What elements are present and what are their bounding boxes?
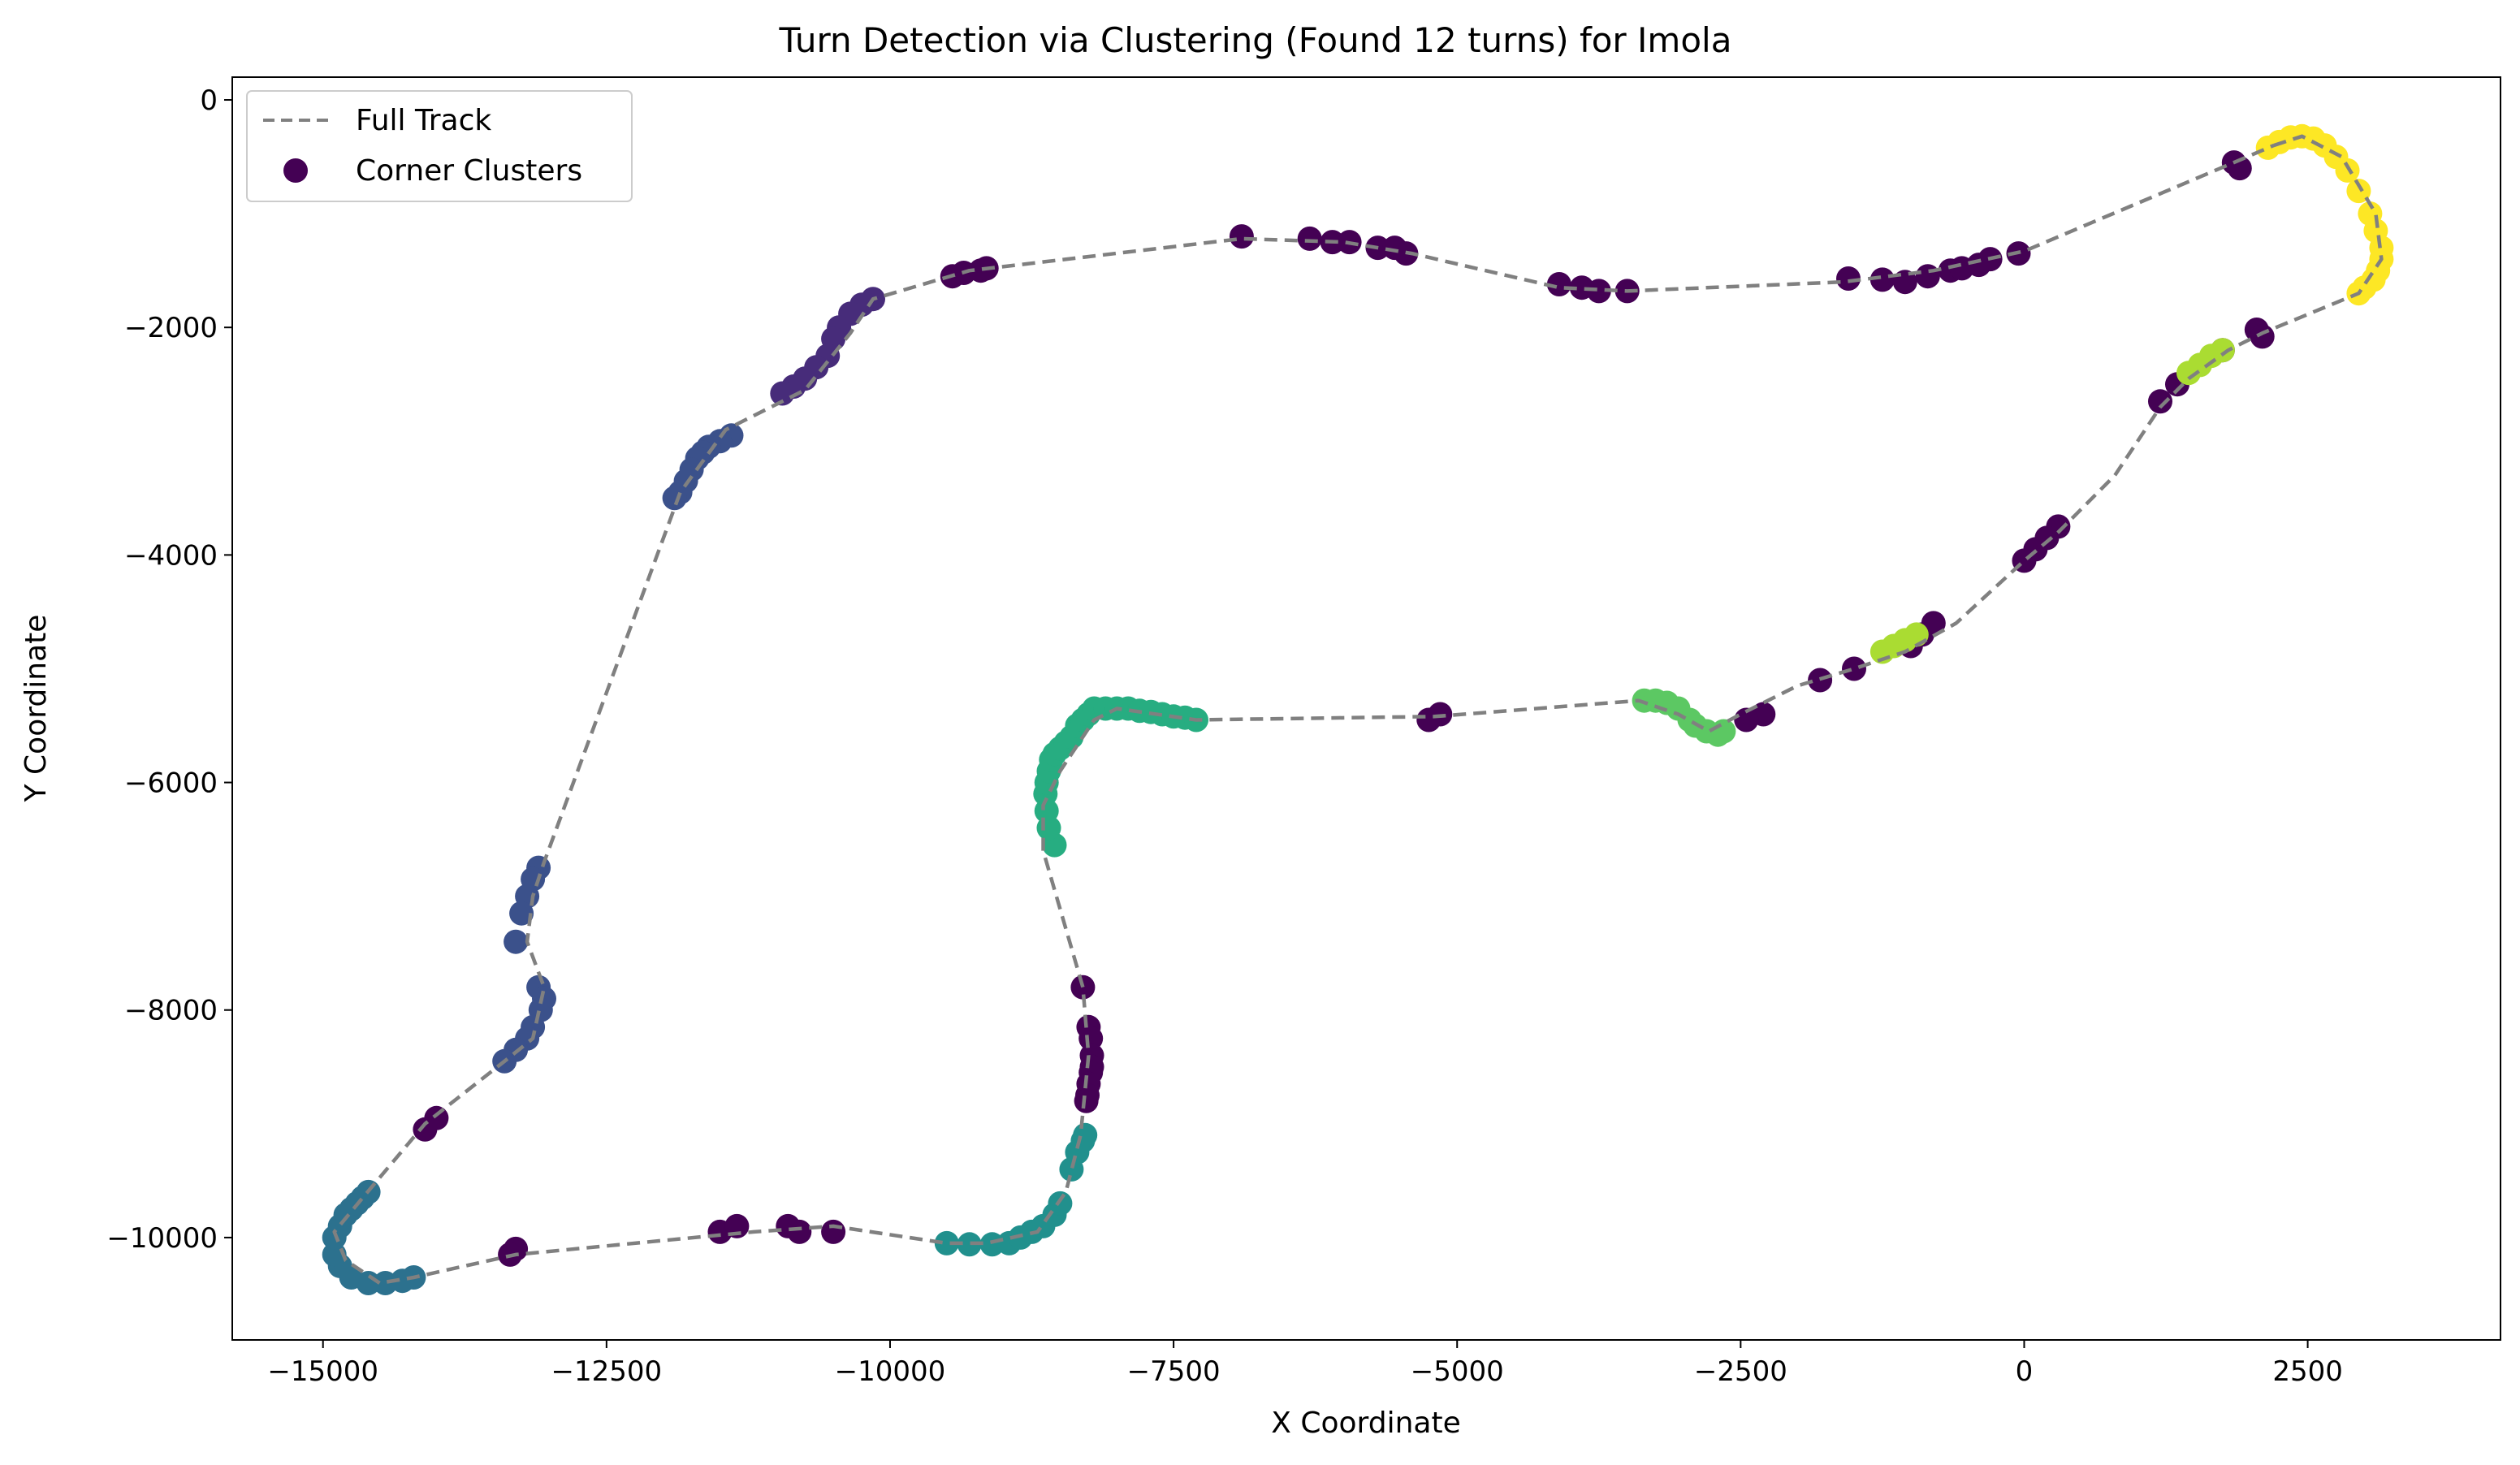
cluster-7-point xyxy=(1904,622,1929,647)
cluster-0-point xyxy=(1869,267,1895,292)
plot-frame xyxy=(231,76,2501,1341)
cluster-0-point xyxy=(787,1219,812,1244)
y-tick-label: −10000 xyxy=(106,1222,218,1255)
cluster-2-point xyxy=(504,929,529,954)
x-tick-label: −12500 xyxy=(551,1355,663,1388)
cluster-2-point xyxy=(509,901,534,926)
x-tick-label: −2500 xyxy=(1694,1355,1787,1388)
y-axis-title: Y Coordinate xyxy=(19,615,53,803)
cluster-7-series xyxy=(1869,338,2235,664)
cluster-0-point xyxy=(1229,224,1254,249)
legend-corner-clusters-swatch xyxy=(283,158,308,183)
x-tick-label: −7500 xyxy=(1127,1355,1221,1388)
cluster-0-point xyxy=(1586,279,1611,304)
x-tick-label: −5000 xyxy=(1411,1355,1504,1388)
cluster-0-point xyxy=(1734,707,1759,732)
cluster-0-point xyxy=(821,1219,846,1244)
x-tick-label: 0 xyxy=(2016,1355,2034,1388)
cluster-8-point xyxy=(2335,158,2360,183)
cluster-0-point xyxy=(1842,656,1866,681)
legend: Full Track Corner Clusters xyxy=(246,90,633,202)
cluster-4-point xyxy=(934,1230,959,1255)
plot-area xyxy=(322,123,2394,1295)
y-tick-label: −2000 xyxy=(124,312,218,344)
cluster-5-series xyxy=(1033,696,1208,858)
cluster-0-point xyxy=(1297,226,1322,251)
cluster-6-point xyxy=(1711,719,1736,744)
cluster-0-point xyxy=(2148,389,2172,414)
axes: −15000 −12500 −10000 −7500 −5000 −2500 0 2500 0 −… xyxy=(106,84,2343,1388)
y-tick-label: −6000 xyxy=(124,767,218,800)
legend-corner-clusters-label: Corner Clusters xyxy=(356,154,582,188)
legend-full-track-label: Full Track xyxy=(356,104,491,137)
cluster-3-point xyxy=(322,1242,347,1267)
y-tick-label: 0 xyxy=(200,84,218,117)
cluster-0-point xyxy=(1915,264,1940,289)
cluster-8-point xyxy=(2346,179,2371,204)
cluster-4-point xyxy=(1048,1191,1073,1216)
legend-frame xyxy=(246,90,633,202)
cluster-2-point xyxy=(662,486,687,511)
chart-title: Turn Detection via Clustering (Found 12 … xyxy=(779,20,1732,60)
y-tick-label: −4000 xyxy=(124,539,218,572)
cluster-1-point xyxy=(770,381,795,406)
cluster-0-point xyxy=(2250,324,2275,349)
cluster-0-point xyxy=(1070,975,1096,1000)
x-tick-label: 2500 xyxy=(2272,1355,2343,1388)
x-tick-label: −15000 xyxy=(267,1355,378,1388)
cluster-7-point xyxy=(2210,338,2235,363)
y-tick-label: −8000 xyxy=(124,995,218,1027)
x-tick-label: −10000 xyxy=(835,1355,946,1388)
cluster-3-point xyxy=(373,1271,398,1295)
cluster-0-point xyxy=(1074,1088,1099,1113)
full-track-line xyxy=(332,134,2384,1286)
cluster-0-point xyxy=(1836,266,1861,291)
cluster-0-point xyxy=(413,1117,438,1142)
x-axis-title: X Coordinate xyxy=(1271,1407,1460,1440)
cluster-0-point xyxy=(1416,707,1442,732)
cluster-0-point xyxy=(1546,272,1571,296)
cluster-4-point xyxy=(957,1232,982,1257)
